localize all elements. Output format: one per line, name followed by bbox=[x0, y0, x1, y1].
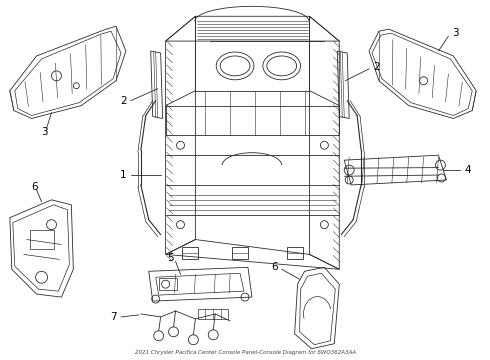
Text: 3: 3 bbox=[452, 28, 459, 38]
Text: 7: 7 bbox=[110, 312, 117, 322]
Text: 3: 3 bbox=[41, 127, 48, 138]
Bar bbox=[30, 230, 54, 249]
Bar bbox=[232, 247, 248, 260]
Bar bbox=[159, 278, 176, 290]
Text: 4: 4 bbox=[465, 165, 471, 175]
Text: 2021 Chrysler Pacifica Center Console Panel-Console Diagram for 6WQ362A3AA: 2021 Chrysler Pacifica Center Console Pa… bbox=[134, 350, 356, 355]
Text: 5: 5 bbox=[167, 253, 173, 264]
Text: 6: 6 bbox=[31, 182, 38, 192]
Text: 2: 2 bbox=[120, 96, 127, 105]
Text: 1: 1 bbox=[120, 170, 127, 180]
Text: 2: 2 bbox=[373, 62, 380, 72]
Bar bbox=[287, 247, 302, 260]
Bar bbox=[182, 247, 198, 260]
Text: 6: 6 bbox=[271, 262, 278, 272]
Bar bbox=[198, 309, 228, 319]
